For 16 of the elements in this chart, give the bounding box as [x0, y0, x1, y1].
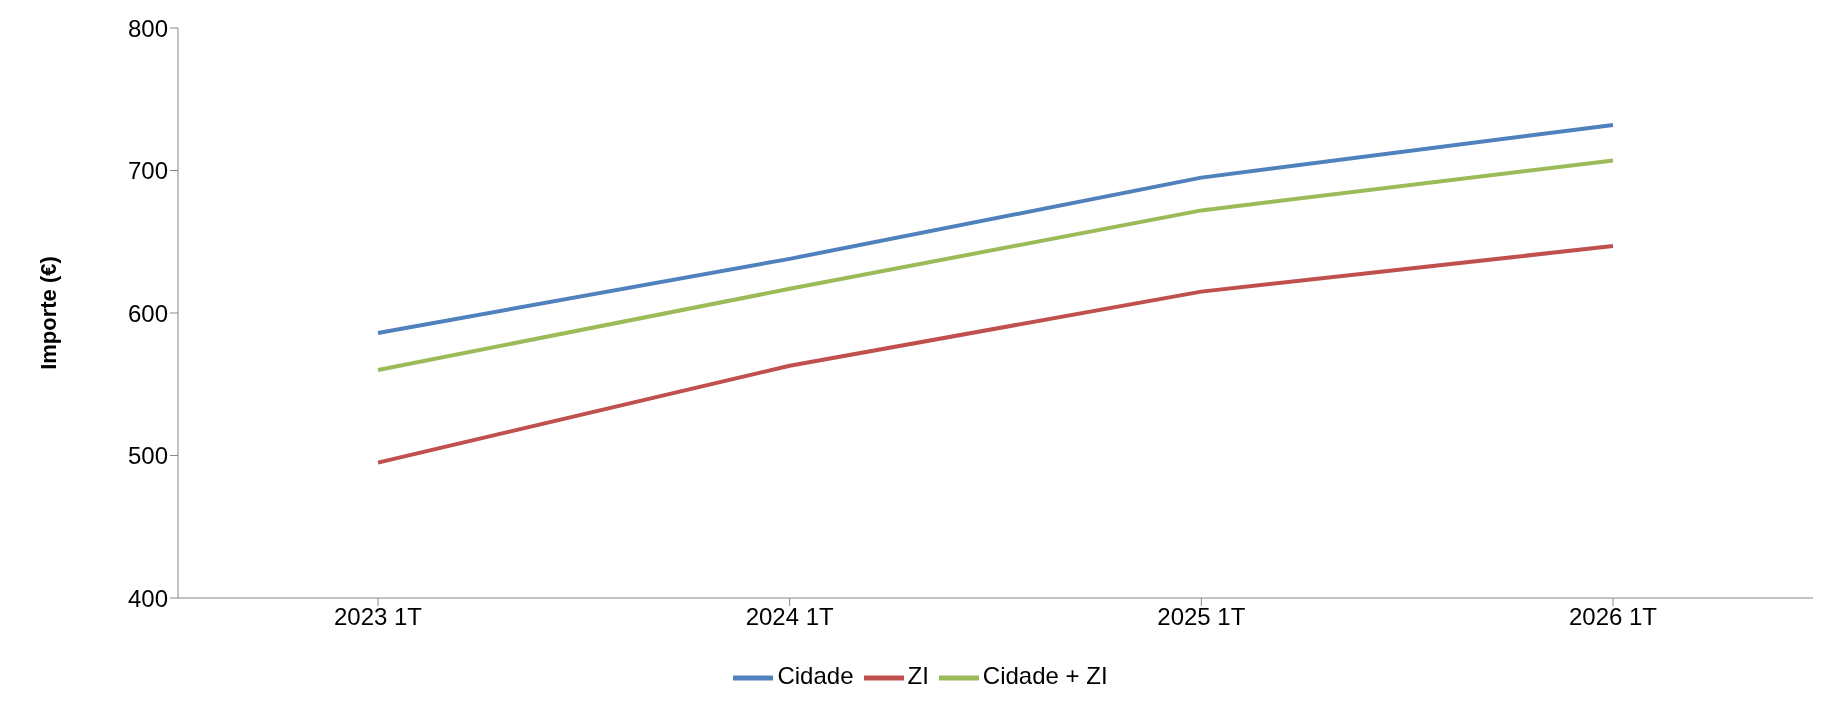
x-tick-label: 2023 1T — [333, 603, 423, 631]
line-series — [376, 158, 1615, 372]
x-tick-label: 2024 1T — [745, 603, 835, 631]
x-tick-label: 2025 1T — [1157, 603, 1246, 631]
x-tick-label: 2026 1T — [1568, 603, 1658, 631]
y-tick-label: 500 — [127, 442, 168, 470]
line-series — [376, 122, 1615, 335]
legend-label: Cidade + ZI — [982, 662, 1108, 690]
legend-label: Cidade — [777, 662, 854, 690]
y-tick-label: 400 — [127, 584, 168, 612]
y-axis-title: Importe (€) — [35, 256, 61, 370]
y-tick-label: 600 — [127, 299, 168, 327]
legend-label: ZI — [907, 662, 929, 690]
y-tick-label: 800 — [127, 14, 168, 42]
line-series — [376, 244, 1615, 465]
y-tick-label: 700 — [127, 157, 168, 185]
